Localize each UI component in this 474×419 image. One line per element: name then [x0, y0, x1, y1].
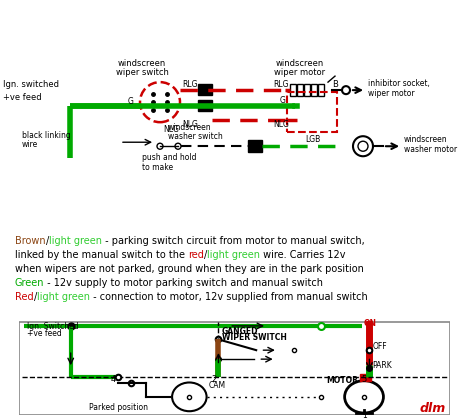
- Text: black linking: black linking: [22, 131, 71, 140]
- Text: windscreen: windscreen: [118, 59, 166, 68]
- Text: windscreen: windscreen: [276, 59, 324, 68]
- Bar: [311, 84, 317, 96]
- Text: Parked position: Parked position: [89, 403, 148, 412]
- Text: RLG: RLG: [273, 80, 289, 89]
- Text: ON: ON: [364, 319, 377, 328]
- Text: G: G: [128, 97, 134, 106]
- Text: light green: light green: [37, 292, 90, 303]
- Text: RLG: RLG: [182, 80, 198, 89]
- Bar: [198, 100, 212, 111]
- Text: 4: 4: [110, 375, 115, 383]
- Text: wire: wire: [22, 140, 38, 149]
- Text: 2: 2: [211, 375, 217, 383]
- Bar: [360, 373, 371, 381]
- Text: LGB: LGB: [305, 135, 320, 144]
- Text: wiper switch: wiper switch: [116, 68, 168, 77]
- Text: Ign. switched: Ign. switched: [3, 80, 59, 89]
- Text: - connection to motor, 12v supplied from manual switch: - connection to motor, 12v supplied from…: [90, 292, 368, 303]
- Text: PARK: PARK: [373, 361, 392, 370]
- Text: washer motor: washer motor: [404, 145, 457, 154]
- Text: CAM: CAM: [209, 381, 226, 390]
- Bar: [318, 84, 324, 96]
- Text: MOTOR: MOTOR: [326, 376, 358, 385]
- Text: when wipers are not parked, ground when they are in the park position: when wipers are not parked, ground when …: [15, 264, 364, 274]
- Text: push and hold: push and hold: [142, 153, 197, 162]
- Text: linked by the manual switch to the: linked by the manual switch to the: [15, 251, 188, 260]
- Text: to make: to make: [142, 163, 173, 172]
- Text: Red: Red: [15, 292, 34, 303]
- Text: wiper motor: wiper motor: [274, 68, 326, 77]
- Text: light green: light green: [207, 251, 260, 260]
- Bar: [297, 84, 303, 96]
- Text: - parking switch circuit from motor to manual switch,: - parking switch circuit from motor to m…: [102, 236, 365, 246]
- Text: +ve feed: +ve feed: [27, 329, 61, 338]
- Text: wire. Carries 12v: wire. Carries 12v: [260, 251, 346, 260]
- Text: wiper motor: wiper motor: [368, 89, 415, 98]
- Text: dlm: dlm: [420, 402, 446, 415]
- Text: Ign. Switched: Ign. Switched: [27, 322, 78, 331]
- Bar: [198, 84, 212, 95]
- Text: 1: 1: [362, 411, 366, 419]
- Text: WIPER SWITCH: WIPER SWITCH: [222, 333, 287, 342]
- Bar: [248, 140, 262, 152]
- Text: B: B: [332, 80, 338, 89]
- Bar: [304, 84, 310, 96]
- Text: OFF: OFF: [373, 342, 387, 351]
- Text: Green: Green: [15, 278, 45, 288]
- Text: +ve feed: +ve feed: [3, 93, 42, 102]
- Text: NLG: NLG: [273, 120, 289, 129]
- Text: /: /: [34, 292, 37, 303]
- Text: /: /: [204, 251, 207, 260]
- Text: windscreen: windscreen: [404, 135, 447, 144]
- Text: /: /: [46, 236, 49, 246]
- Text: red: red: [188, 251, 204, 260]
- Text: Brown: Brown: [15, 236, 46, 246]
- Text: inhibitor socket,: inhibitor socket,: [368, 79, 430, 88]
- Text: NLG: NLG: [182, 120, 198, 129]
- Text: 5: 5: [361, 375, 367, 383]
- Text: windscreen: windscreen: [168, 123, 211, 132]
- Text: - 12v supply to motor parking switch and manual switch: - 12v supply to motor parking switch and…: [45, 278, 323, 288]
- Circle shape: [367, 320, 372, 325]
- Bar: [290, 84, 296, 96]
- Text: light green: light green: [49, 236, 102, 246]
- Text: G: G: [280, 96, 286, 105]
- Text: washer switch: washer switch: [168, 132, 223, 141]
- Text: NLG: NLG: [163, 125, 179, 134]
- Text: GANGED: GANGED: [222, 327, 258, 336]
